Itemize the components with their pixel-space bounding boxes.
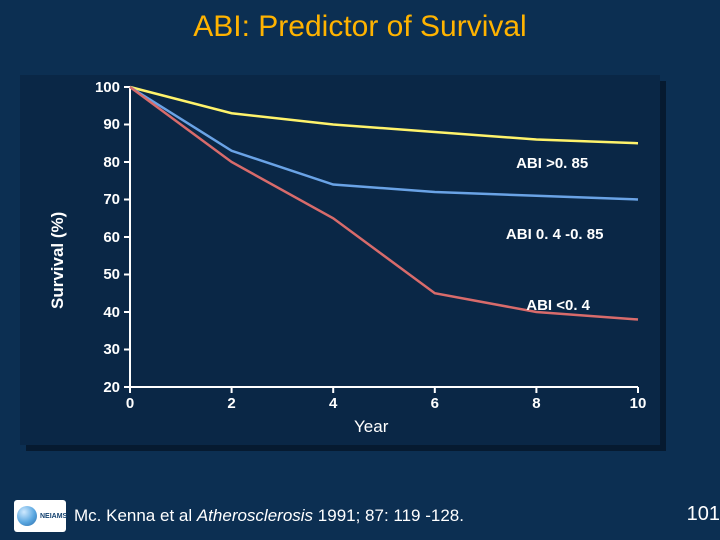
citation-author: Mc. Kenna et al: [74, 506, 197, 525]
y-tick-label: 100: [95, 79, 120, 96]
y-tick-label: 30: [103, 341, 120, 358]
citation: Mc. Kenna et al Atherosclerosis 1991; 87…: [74, 506, 464, 526]
series-label-abi_04_085: ABI 0. 4 -0. 85: [506, 226, 604, 243]
slide-root: ABI: Predictor of Survival Survival (%) …: [0, 0, 720, 540]
y-tick-label: 90: [103, 116, 120, 133]
x-axis-label: Year: [354, 417, 388, 437]
chart-container: Survival (%) Year 20 30 40 50 60 70 80 90 100 0 2 4…: [20, 75, 660, 445]
globe-icon: [17, 506, 37, 526]
slide-title: ABI: Predictor of Survival: [0, 10, 720, 44]
x-tick-label: 2: [227, 395, 235, 412]
x-tick-label: 4: [329, 395, 337, 412]
y-tick-label: 20: [103, 379, 120, 396]
x-tick-label: 10: [630, 395, 647, 412]
chart-panel: Survival (%) Year 20 30 40 50 60 70 80 90 100 0 2 4…: [20, 75, 660, 445]
page-number: 101: [687, 503, 720, 526]
y-axis-label: Survival (%): [48, 212, 68, 309]
citation-ref: 1991; 87: 119 -128.: [313, 506, 464, 525]
logo-badge: NEIAMS: [14, 500, 66, 532]
y-tick-label: 50: [103, 266, 120, 283]
series-label-abi_gt_085: ABI >0. 85: [516, 155, 588, 172]
series-abi_lt_04: [130, 87, 638, 320]
y-tick-label: 60: [103, 229, 120, 246]
x-tick-label: 0: [126, 395, 134, 412]
x-tick-label: 8: [532, 395, 540, 412]
y-tick-label: 80: [103, 154, 120, 171]
y-tick-label: 70: [103, 191, 120, 208]
y-tick-label: 40: [103, 304, 120, 321]
x-tick-label: 6: [431, 395, 439, 412]
citation-journal: Atherosclerosis: [197, 506, 313, 525]
series-label-abi_lt_04: ABI <0. 4: [526, 297, 590, 314]
logo-text: NEIAMS: [40, 513, 67, 520]
